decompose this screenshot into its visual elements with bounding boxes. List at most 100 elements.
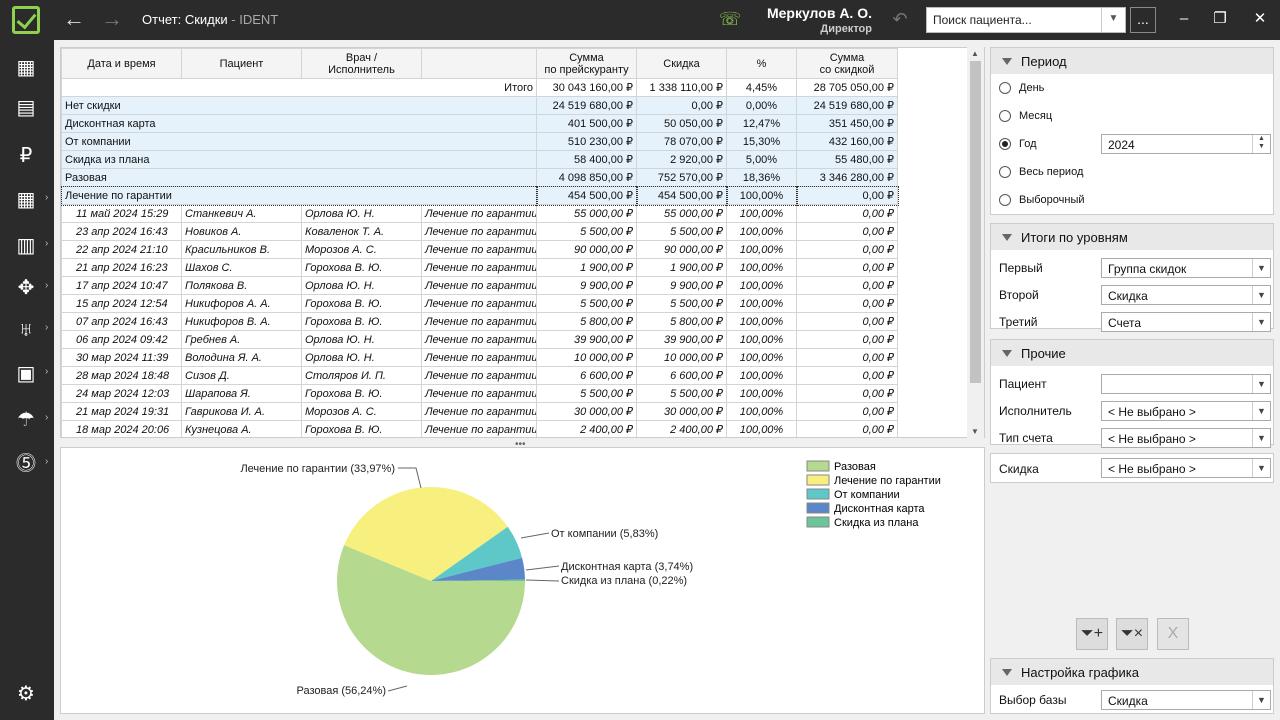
radio-icon[interactable] — [999, 138, 1011, 151]
column-header[interactable]: Пациент — [181, 48, 302, 79]
filter-select[interactable]: < Не выбрано > ▼ — [1101, 428, 1271, 448]
scroll-down-icon[interactable]: ▼ — [971, 427, 979, 436]
column-header[interactable]: Сумма со скидкой — [796, 48, 898, 79]
period-option[interactable]: Весь период — [999, 166, 1083, 179]
pie-slice[interactable] — [431, 557, 525, 581]
group-row[interactable]: От компании 510 230,00 ₽78 070,00 ₽15,30%… — [61, 132, 898, 151]
table-row[interactable]: 17 апр 2024 10:47 Полякова В. Орлова Ю. Н.… — [61, 276, 898, 295]
sidebar-item-umbrella[interactable]: ☂ › — [0, 400, 54, 440]
other-header[interactable]: Прочие — [991, 340, 1273, 366]
chevron-down-icon[interactable]: ▼ — [1252, 402, 1270, 420]
splitter-handle[interactable]: ••• — [515, 439, 526, 450]
sidebar-item-settings[interactable]: ⚙ — [0, 674, 54, 714]
radio-icon[interactable] — [999, 166, 1011, 179]
levels-header[interactable]: Итоги по уровням — [991, 224, 1273, 250]
column-header[interactable] — [421, 48, 537, 79]
pie-slice[interactable] — [344, 487, 508, 581]
group-row[interactable]: Дисконтная карта 401 500,00 ₽50 050,00 ₽1… — [61, 114, 898, 133]
chevron-down-icon[interactable]: ▼ — [1252, 429, 1270, 447]
period-option[interactable]: День — [999, 82, 1044, 95]
sidebar-item-reports[interactable]: ▥ › — [0, 226, 54, 266]
radio-icon[interactable] — [999, 110, 1011, 123]
pie-slice[interactable] — [431, 579, 525, 581]
forward-arrow-icon[interactable]: → — [101, 6, 123, 31]
column-header[interactable]: Дата и время — [61, 48, 182, 79]
add-filter-button[interactable]: ⏷+ — [1076, 618, 1108, 650]
pie-slice[interactable] — [431, 526, 523, 581]
table-row[interactable]: 24 мар 2024 12:03 Шарапова Я. Горохова В. … — [61, 384, 898, 403]
maximize-button[interactable]: ❐ — [1213, 10, 1227, 27]
year-spinner[interactable]: 2024 ▲ ▼ — [1101, 134, 1271, 154]
chevron-down-icon[interactable]: ▼ — [1252, 313, 1270, 331]
filter-select[interactable]: < Не выбрано > ▼ — [1101, 401, 1271, 421]
chevron-down-icon[interactable]: ▼ — [1101, 8, 1125, 32]
base-select[interactable]: Скидка ▼ — [1101, 690, 1271, 710]
table-row[interactable]: 18 мар 2024 20:06 Кузнецова А. Горохова В.… — [61, 420, 898, 437]
group-row[interactable]: Разовая 4 098 850,00 ₽752 570,00 ₽18,36% 3… — [61, 168, 898, 187]
period-option[interactable]: Месяц — [999, 110, 1052, 123]
table-row[interactable]: 15 апр 2024 12:54 Никифоров А. А. Горохова… — [61, 294, 898, 313]
close-button[interactable]: ✕ — [1253, 10, 1267, 27]
discount-select[interactable]: < Не выбрано > ▼ — [1101, 458, 1271, 478]
report-table[interactable]: Дата и время Пациент Врач / Исполнитель Сум… — [60, 47, 985, 438]
sidebar-item-ruble[interactable]: ₽ — [0, 136, 54, 176]
sidebar-item-visits[interactable]: ▤ — [0, 88, 54, 128]
app-logo-icon[interactable] — [12, 6, 40, 34]
sidebar-item-calendar[interactable]: ▦ › — [0, 180, 54, 220]
remove-filter-button[interactable]: ⏷× — [1116, 618, 1148, 650]
table-row[interactable]: 23 апр 2024 16:43 Новиков А. Коваленок Т. … — [61, 222, 898, 241]
chevron-down-icon[interactable]: ▼ — [1252, 286, 1270, 304]
history-icon[interactable]: ↶ — [892, 9, 908, 29]
column-header[interactable]: Врач / Исполнитель — [301, 48, 422, 79]
radio-icon[interactable] — [999, 194, 1011, 207]
chevron-down-icon[interactable]: ▼ — [1252, 259, 1270, 277]
table-row[interactable]: 30 мар 2024 11:39 Володина Я. А. Орлова Ю.… — [61, 348, 898, 367]
sidebar-item-money[interactable]: ⓹ › — [0, 444, 54, 484]
period-option[interactable]: Выборочный — [999, 194, 1085, 207]
group-row[interactable]: Скидка из плана 58 400,00 ₽2 920,00 ₽5,00… — [61, 150, 898, 169]
table-row[interactable]: 21 апр 2024 16:23 Шахов С. Горохова В. Ю. Л… — [61, 258, 898, 277]
column-header[interactable]: Сумма по прейскуранту — [536, 48, 637, 79]
user-info[interactable]: Меркулов А. О. Директор — [760, 4, 872, 36]
sidebar-item-tooth[interactable]: ♅ › — [0, 310, 54, 350]
vertical-scrollbar[interactable]: ▲ ▼ — [967, 47, 984, 438]
sidebar-item-staff[interactable]: ✥ › — [0, 268, 54, 308]
minimize-button[interactable]: – — [1179, 10, 1189, 27]
scroll-up-icon[interactable]: ▲ — [971, 49, 979, 58]
filter-select[interactable]: ▼ — [1101, 374, 1271, 394]
total-row[interactable]: Итого 30 043 160,00 ₽1 338 110,00 ₽4,45% 2… — [61, 78, 898, 97]
group-row[interactable]: Лечение по гарантии 454 500,00 ₽454 500,0… — [61, 185, 899, 206]
chevron-down-icon[interactable]: ▼ — [1252, 375, 1270, 393]
chevron-down-icon[interactable]: ▼ — [1252, 691, 1270, 709]
clear-filter-button[interactable]: X — [1157, 618, 1189, 650]
more-button[interactable]: ... — [1130, 7, 1156, 33]
back-arrow-icon[interactable]: ← — [63, 6, 85, 31]
filter-select[interactable]: Группа скидок ▼ — [1101, 258, 1271, 278]
table-row[interactable]: 28 мар 2024 18:48 Сизов Д. Столяров И. П. Л… — [61, 366, 898, 385]
table-row[interactable]: 06 апр 2024 09:42 Гребнев А. Орлова Ю. Н. Л… — [61, 330, 898, 349]
cell-date: 17 апр 2024 10:47 — [61, 276, 182, 295]
group-row[interactable]: Нет скидки 24 519 680,00 ₽0,00 ₽0,00% 24 5… — [61, 96, 898, 115]
sidebar-item-schedule[interactable]: ▦ — [0, 48, 54, 88]
cell-date: 18 мар 2024 20:06 — [61, 420, 182, 437]
table-row[interactable]: 07 апр 2024 16:43 Никифоров В. А. Горохова… — [61, 312, 898, 331]
column-header[interactable]: % — [726, 48, 797, 79]
chart-settings-header[interactable]: Настройка графика — [991, 659, 1273, 685]
period-header[interactable]: Период — [991, 48, 1273, 74]
spinner-icon[interactable]: ▲ ▼ — [1252, 135, 1270, 153]
table-row[interactable]: 21 мар 2024 19:31 Гаврикова И. А. Морозов … — [61, 402, 898, 421]
filter-select[interactable]: Скидка ▼ — [1101, 285, 1271, 305]
sidebar-item-docs[interactable]: ▣ › — [0, 354, 54, 394]
scroll-thumb[interactable] — [970, 61, 981, 383]
column-header[interactable]: Скидка — [636, 48, 727, 79]
period-option[interactable]: Год — [999, 138, 1037, 151]
chevron-down-icon[interactable]: ▼ — [1252, 459, 1270, 477]
patient-search-input[interactable]: Поиск пациента... ▼ — [926, 7, 1126, 33]
table-row[interactable]: 11 май 2024 15:29 Станкевич А. Орлова Ю. Н… — [61, 204, 898, 223]
filter-select[interactable]: Счета ▼ — [1101, 312, 1271, 332]
pie-slice[interactable] — [337, 545, 525, 675]
table-row[interactable]: 22 апр 2024 21:10 Красильников В. Морозов … — [61, 240, 898, 259]
cell-pct: 100,00% — [726, 366, 797, 385]
radio-icon[interactable] — [999, 82, 1011, 95]
phone-icon[interactable]: ☏ — [718, 9, 742, 29]
